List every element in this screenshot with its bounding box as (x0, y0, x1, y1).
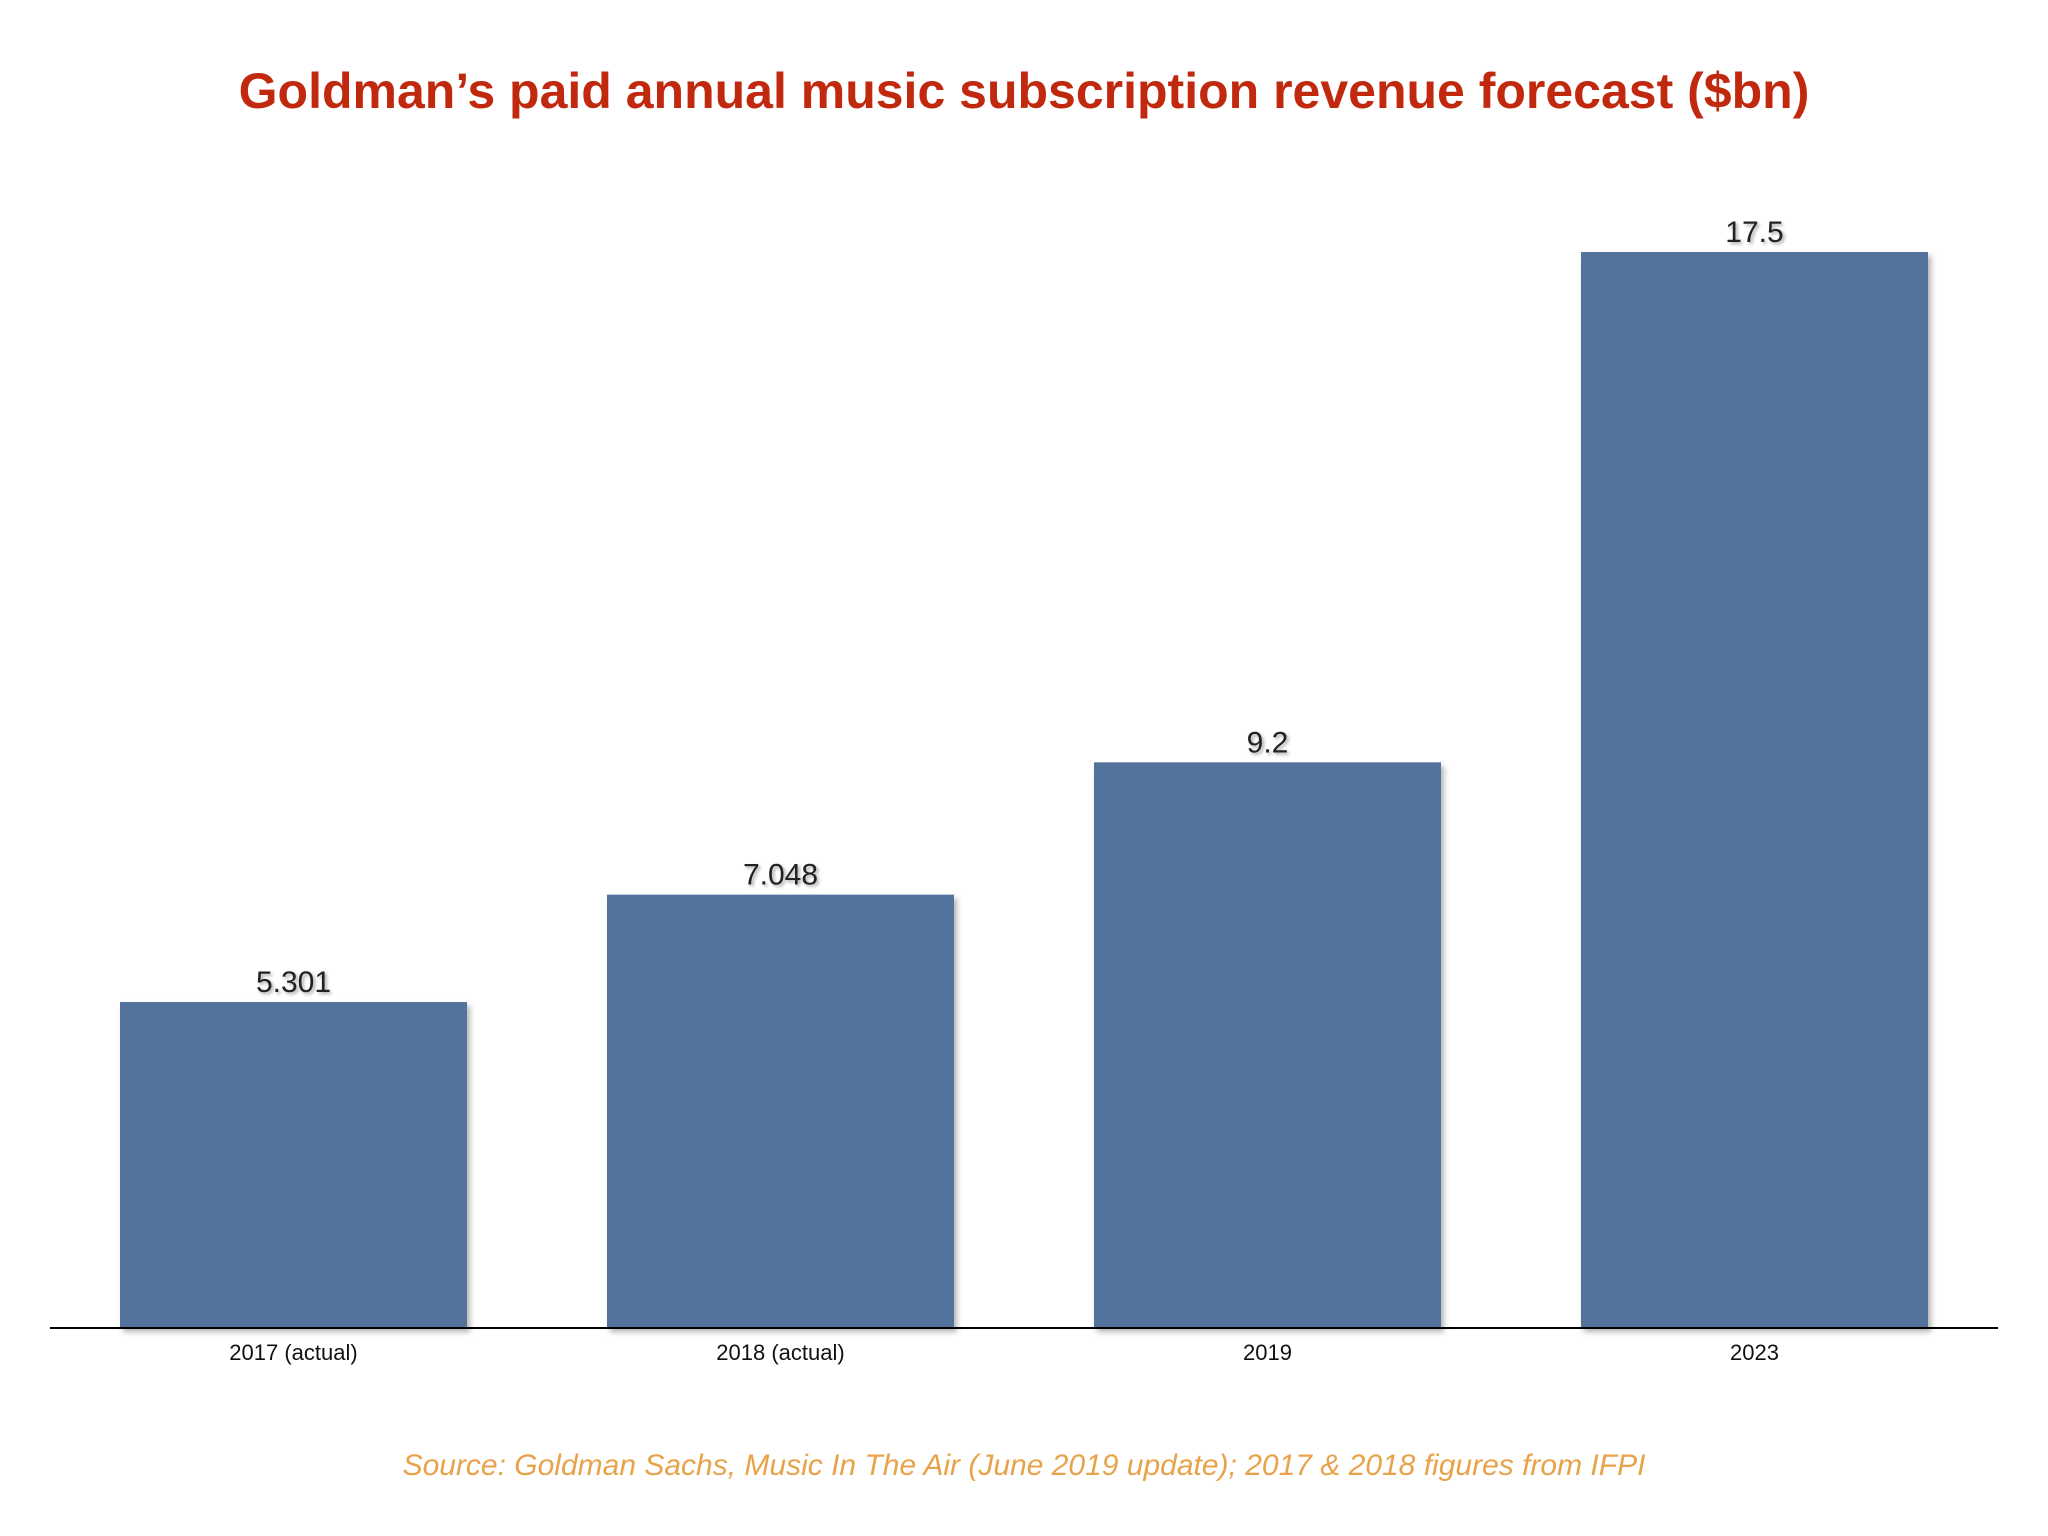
value-label: 9.2 (1247, 726, 1289, 759)
bar-3 (1581, 252, 1928, 1328)
x-tick-label: 2018 (actual) (716, 1340, 844, 1365)
x-tick-label: 2023 (1730, 1340, 1779, 1365)
value-label: 5.301 (256, 966, 331, 999)
x-tick-label: 2019 (1243, 1340, 1292, 1365)
value-label: 17.5 (1725, 216, 1783, 249)
x-tick-label: 2017 (actual) (229, 1340, 357, 1365)
bar-1 (607, 894, 954, 1328)
chart-title: Goldman’s paid annual music subscription… (238, 63, 1810, 119)
value-label: 7.048 (743, 859, 818, 892)
bar-0 (120, 1002, 467, 1328)
bar-2 (1094, 762, 1441, 1328)
source-note: Source: Goldman Sachs, Music In The Air … (402, 1449, 1646, 1482)
